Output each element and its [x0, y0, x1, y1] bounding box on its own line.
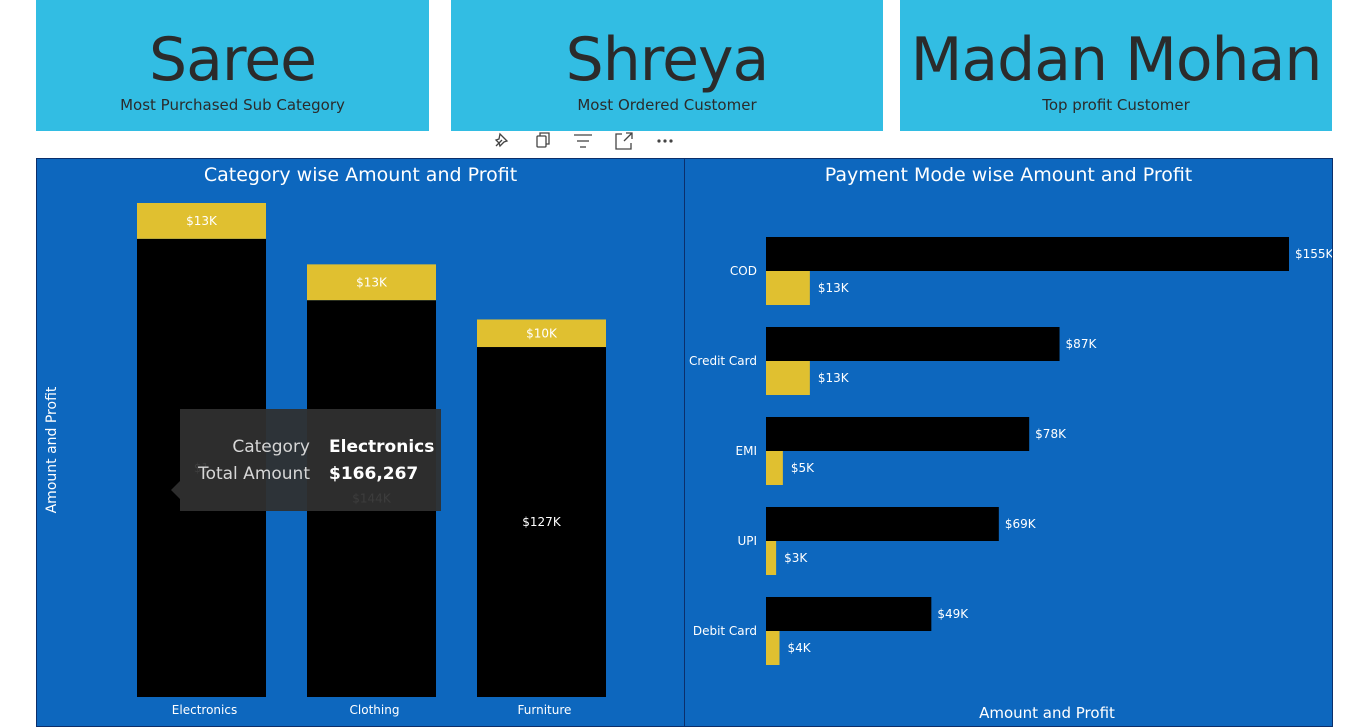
- profit-bar[interactable]: [766, 451, 783, 485]
- profit-bar[interactable]: [766, 271, 810, 305]
- chart-title: Category wise Amount and Profit: [203, 164, 518, 186]
- y-axis-title: Amount and Profit: [44, 386, 60, 513]
- profit-data-label: $3K: [784, 551, 808, 565]
- profit-data-label: $13K: [356, 275, 388, 289]
- profit-data-label: $13K: [818, 281, 850, 295]
- tooltip-value: $166,267: [329, 464, 419, 484]
- filter-icon[interactable]: [569, 128, 597, 154]
- profit-bar[interactable]: [477, 319, 606, 348]
- kpi-label: Most Ordered Customer: [577, 96, 757, 114]
- x-tick-label: Furniture: [518, 703, 572, 717]
- tooltip-key: Total Amount: [198, 464, 310, 484]
- visual-header-toolbar: [485, 128, 685, 154]
- amount-bar[interactable]: [766, 237, 1289, 271]
- pin-icon[interactable]: [487, 128, 515, 154]
- amount-data-label: $155K: [1295, 247, 1332, 261]
- chart-title: Payment Mode wise Amount and Profit: [824, 164, 1193, 186]
- kpi-card-subcategory[interactable]: Saree Most Purchased Sub Category: [36, 0, 429, 131]
- tooltip-row-amount: Total Amount $166,267: [180, 462, 441, 486]
- profit-bar[interactable]: [137, 203, 266, 239]
- y-tick-label: EMI: [736, 444, 757, 458]
- profit-data-label: $10K: [526, 326, 558, 340]
- y-tick-label: Credit Card: [689, 354, 757, 368]
- tooltip-row-category: Category Electronics: [180, 435, 441, 459]
- profit-data-label: $4K: [787, 641, 811, 655]
- amount-bar[interactable]: [766, 417, 1030, 451]
- amount-data-label: $78K: [1035, 427, 1067, 441]
- profit-bar[interactable]: [307, 264, 436, 301]
- copy-icon[interactable]: [528, 128, 556, 154]
- kpi-card-profit-customer[interactable]: Madan Mohan Top profit Customer: [900, 0, 1332, 131]
- amount-data-label: $49K: [937, 607, 969, 621]
- y-tick-label: UPI: [737, 534, 757, 548]
- profit-bar[interactable]: [766, 541, 777, 575]
- kpi-value: Shreya: [565, 25, 770, 95]
- amount-data-label: $87K: [1066, 337, 1098, 351]
- tooltip-value: Electronics: [329, 437, 435, 457]
- more-options-icon[interactable]: [651, 128, 679, 154]
- profit-data-label: $13K: [186, 214, 218, 228]
- kpi-value: Madan Mohan: [910, 25, 1323, 95]
- profit-bar[interactable]: [766, 361, 810, 395]
- kpi-card-ordered-customer[interactable]: Shreya Most Ordered Customer: [451, 0, 883, 131]
- amount-data-label: $69K: [1005, 517, 1037, 531]
- x-axis-title: Amount and Profit: [979, 704, 1115, 722]
- x-tick-label: Clothing: [350, 703, 400, 717]
- y-tick-label: COD: [730, 264, 757, 278]
- tooltip-key: Category: [232, 437, 310, 457]
- profit-data-label: $13K: [818, 371, 850, 385]
- payment-chart: Amount and Profit $155K $13K COD $87K $13K Cr…: [689, 237, 1332, 722]
- profit-data-label: $5K: [791, 461, 815, 475]
- profit-bar[interactable]: [766, 631, 780, 665]
- amount-bar[interactable]: [477, 347, 606, 697]
- y-tick-label: Debit Card: [693, 624, 757, 638]
- amount-bar[interactable]: [766, 597, 932, 631]
- amount-data-label: $127K: [522, 515, 562, 529]
- kpi-value: Saree: [148, 25, 317, 95]
- kpi-label: Most Purchased Sub Category: [120, 96, 345, 114]
- chart-tooltip: Category Electronics Total Amount $166,2…: [171, 409, 441, 511]
- payment-chart-panel[interactable]: Payment Mode wise Amount and Profit Amou…: [684, 158, 1333, 727]
- focus-mode-icon[interactable]: [610, 128, 638, 154]
- kpi-label: Top profit Customer: [1042, 96, 1190, 114]
- x-tick-label: Electronics: [172, 703, 237, 717]
- amount-bar[interactable]: [766, 327, 1060, 361]
- amount-bar[interactable]: [766, 507, 999, 541]
- tooltip-arrow: [171, 481, 180, 499]
